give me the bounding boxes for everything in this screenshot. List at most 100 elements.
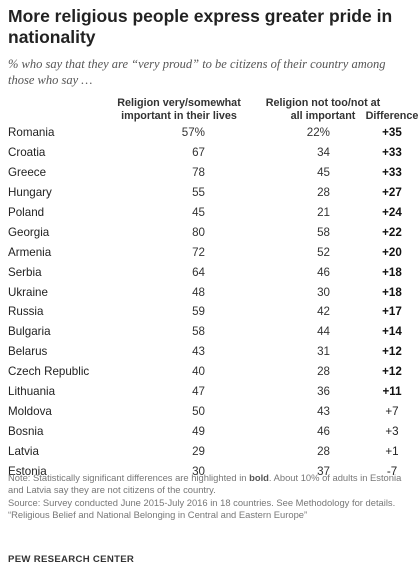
difference-value: +1: [385, 445, 399, 458]
difference-value: +7: [385, 405, 399, 419]
report-title: “Religious Belief and National Belonging…: [8, 509, 308, 521]
value-religion-important-text: 47: [192, 385, 205, 399]
table-row: Poland 45 21 +24: [0, 203, 420, 223]
table-row: Greece 78 45 +33: [0, 163, 420, 183]
data-table: Romania 57% 22% +35 Croatia 67 34 +33 Greece 78 45…: [0, 123, 420, 482]
country-label: Russia: [8, 305, 44, 319]
value-religion-not-important-text: 46: [317, 265, 330, 279]
value-religion-not-important-text: 21: [317, 205, 330, 219]
value-religion-important-text: 29: [192, 445, 205, 458]
value-religion-important-text: 72: [192, 245, 205, 259]
difference-value: +33: [382, 145, 402, 159]
value-religion-important-text: 30: [192, 464, 205, 478]
difference-value: +27: [382, 185, 402, 199]
table-row: Romania 57% 22% +35: [0, 123, 420, 143]
country-label: Serbia: [8, 265, 42, 279]
value-religion-important-text: 50: [192, 405, 205, 419]
value-religion-important-text: 64: [192, 265, 205, 279]
table-row: Moldova 50 43 +7: [0, 402, 420, 422]
note-suffix: . About 10% of adults in Estonia and Lat…: [8, 472, 402, 496]
source-text: Source: Survey conducted June 2015-July …: [8, 496, 396, 508]
table-row: Armenia 72 52 +20: [0, 243, 420, 263]
country-label: Bulgaria: [8, 325, 51, 339]
difference-value: +17: [382, 305, 402, 319]
country-label: Belarus: [8, 345, 48, 359]
country-label: Hungary: [8, 185, 52, 199]
table-row: Belarus 43 31 +12: [0, 342, 420, 362]
value-religion-not-important-text: 37: [317, 464, 330, 478]
value-religion-important-text: 67: [192, 145, 205, 159]
country-label: Romania: [8, 126, 55, 139]
table-row: Bosnia 49 46 +3: [0, 422, 420, 442]
value-religion-important-text: 80: [192, 225, 205, 239]
table-row: Estonia 30 37 -7: [0, 462, 420, 482]
value-religion-not-important-text: 52: [317, 245, 330, 259]
note-bold: bold: [249, 472, 269, 483]
table-row: Bulgaria 58 44 +14: [0, 322, 420, 342]
table-row: Georgia 80 58 +22: [0, 223, 420, 243]
value-religion-important-text: 49: [192, 425, 205, 439]
value-religion-not-important-text: 44: [317, 325, 330, 339]
difference-value: +12: [382, 365, 402, 379]
table-row: Lithuania 47 36 +11: [0, 382, 420, 402]
column-header-religion-important: Religion very/somewhat important in thei…: [117, 97, 241, 122]
value-religion-not-important-text: 28: [317, 365, 330, 379]
value-religion-not-important-text: 58: [317, 225, 330, 239]
country-label: Bosnia: [8, 425, 44, 439]
pew-logo-text: PEW RESEARCH CENTER: [8, 554, 135, 565]
chart-title: More religious people express greater pr…: [8, 6, 393, 47]
country-label: Lithuania: [8, 385, 56, 399]
difference-value: +18: [382, 285, 402, 299]
chart-subtitle: % who say that they are “very proud” to …: [8, 57, 386, 87]
country-label: Czech Republic: [8, 365, 90, 379]
difference-value: +18: [382, 265, 402, 279]
country-label: Ukraine: [8, 285, 48, 299]
country-label: Estonia: [8, 464, 47, 478]
chart-notes: Note: Statistically significant differen…: [8, 472, 412, 522]
value-religion-not-important-text: 42: [317, 305, 330, 319]
difference-value: +33: [382, 165, 402, 179]
country-label: Armenia: [8, 245, 52, 259]
value-religion-important-text: 58: [192, 325, 205, 339]
country-label: Croatia: [8, 145, 46, 159]
table-row: Ukraine 48 30 +18: [0, 283, 420, 303]
value-religion-not-important-text: 28: [317, 185, 330, 199]
value-religion-not-important-text: 34: [317, 145, 330, 159]
difference-value: +14: [382, 325, 402, 339]
value-religion-not-important-text: 46: [317, 425, 330, 439]
value-religion-not-important-text: 28: [317, 445, 330, 458]
value-religion-important-text: 57%: [181, 126, 205, 139]
difference-value: +22: [382, 225, 402, 239]
value-religion-not-important-text: 30: [317, 285, 330, 299]
value-religion-important-text: 43: [192, 345, 205, 359]
country-label: Georgia: [8, 225, 50, 239]
note-prefix: Note: Statistically significant differen…: [8, 472, 250, 483]
difference-value: +12: [382, 345, 402, 359]
difference-value: +11: [382, 385, 402, 399]
note-text: Note: Statistically significant differen…: [8, 472, 412, 497]
country-label: Latvia: [8, 445, 39, 458]
value-religion-not-important-text: 22%: [306, 126, 330, 139]
table-row: Czech Republic 40 28 +12: [0, 362, 420, 382]
value-religion-important-text: 40: [192, 365, 205, 379]
difference-value: +35: [382, 126, 402, 139]
difference-value: +24: [382, 205, 402, 219]
value-religion-important-text: 48: [192, 285, 205, 299]
column-header-difference: Difference: [365, 110, 419, 122]
value-religion-not-important-text: 36: [317, 385, 330, 399]
difference-value: +3: [385, 425, 399, 439]
country-label: Poland: [8, 205, 45, 219]
country-label: Moldova: [8, 405, 52, 419]
value-religion-important-text: 78: [192, 165, 205, 179]
value-religion-not-important-text: 45: [317, 165, 330, 179]
table-row: Croatia 67 34 +33: [0, 143, 420, 163]
difference-value: +20: [382, 245, 402, 259]
value-religion-not-important-text: 43: [317, 405, 330, 419]
column-header-religion-not-important: Religion not too/not at all important: [265, 97, 381, 122]
value-religion-important-text: 45: [192, 205, 205, 219]
value-religion-important-text: 55: [192, 185, 205, 199]
country-label: Greece: [8, 165, 47, 179]
table-row: Russia 59 42 +17: [0, 302, 420, 322]
table-row: Latvia 29 28 +1: [0, 442, 420, 462]
difference-value: -7: [386, 464, 398, 478]
